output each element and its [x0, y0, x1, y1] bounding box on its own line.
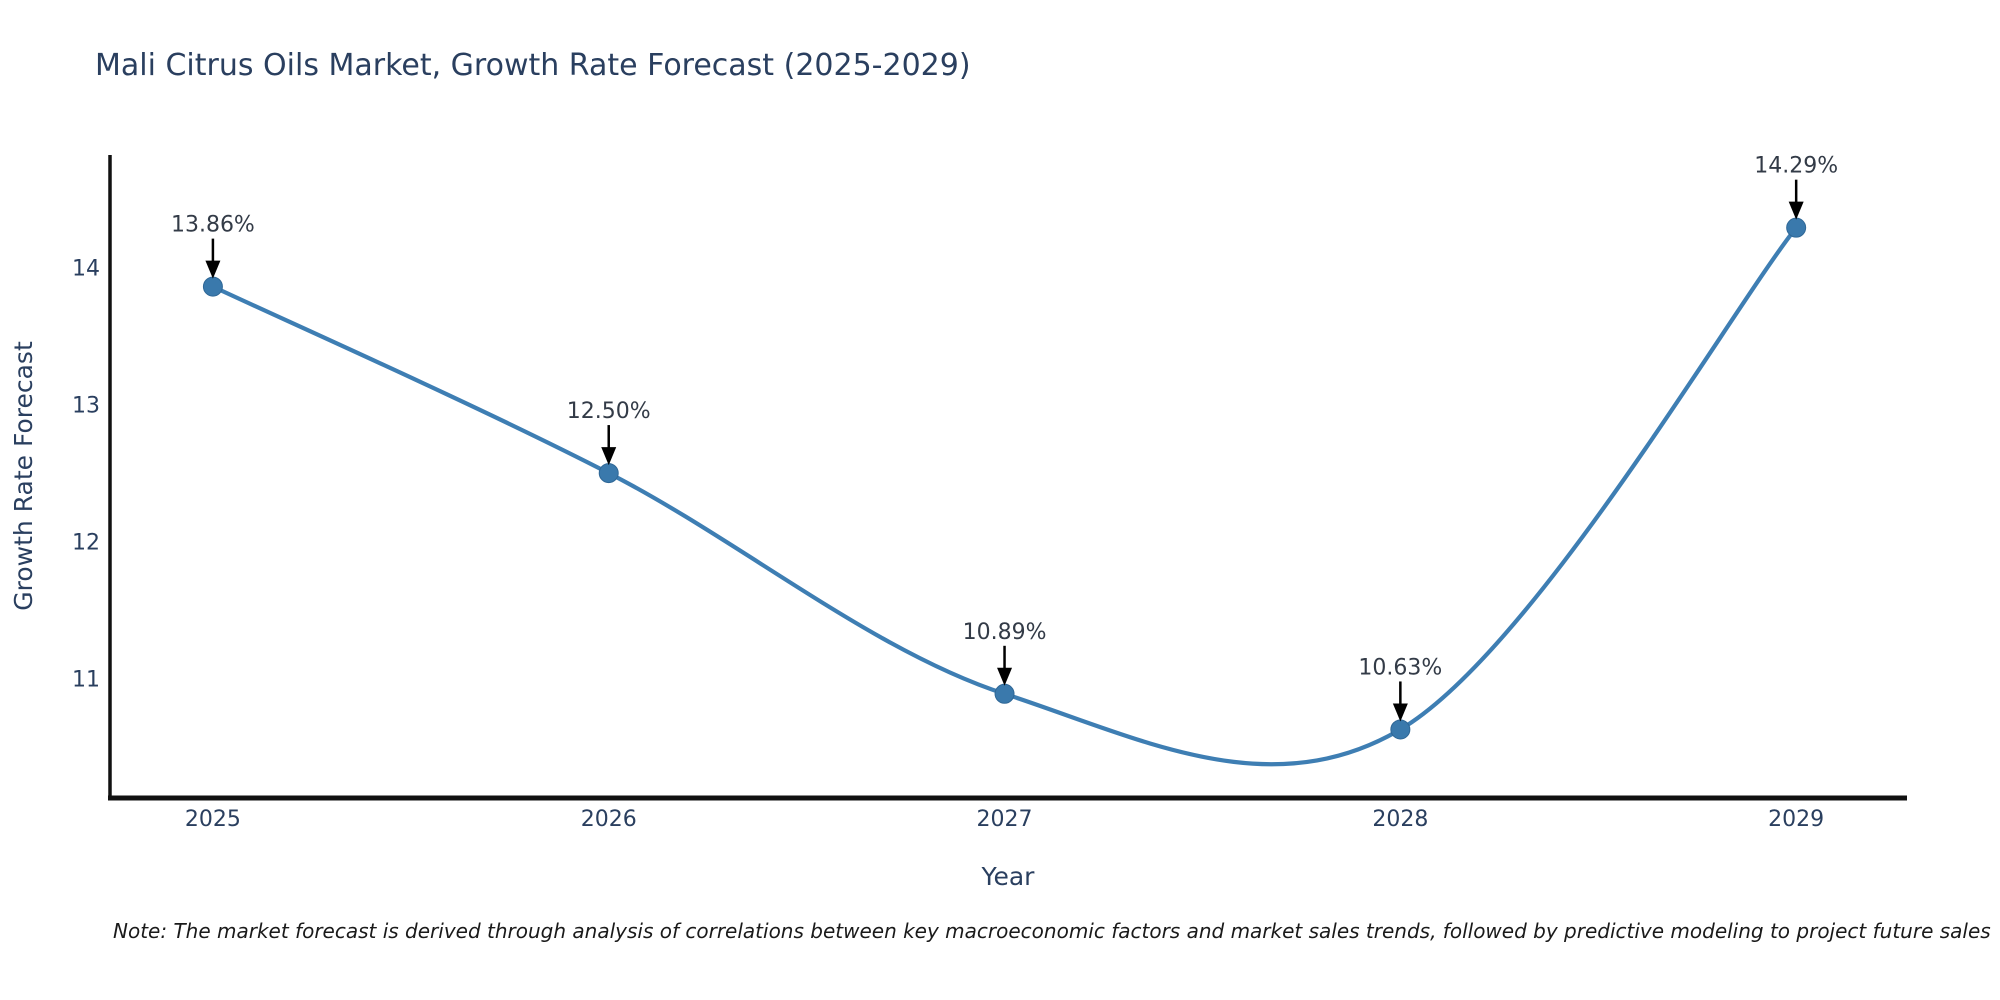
data-point-marker [1786, 217, 1807, 238]
annotation-arrow-head [205, 260, 221, 279]
data-point-marker [1390, 719, 1411, 740]
data-point-label: 10.89% [963, 620, 1047, 645]
annotation-arrow-head [1788, 201, 1804, 220]
footnote: Note: The market forecast is derived thr… [113, 919, 1991, 943]
y-tick-label: 11 [72, 668, 100, 693]
x-axis-ticks: 2025 2026 2027 2028 2029 [185, 807, 1824, 832]
y-axis-title: Growth Rate Forecast [9, 341, 38, 611]
annotation-arrow-head [601, 447, 617, 466]
forecast-line [210, 225, 1799, 767]
y-tick-label: 12 [72, 531, 100, 556]
data-point-marker [598, 463, 619, 484]
x-tick-label: 2028 [1372, 807, 1428, 832]
x-axis-title: Year [981, 862, 1036, 891]
data-point-markers [202, 217, 1807, 740]
data-point-label: 13.86% [171, 213, 255, 238]
annotation-arrow-head [997, 667, 1013, 686]
y-axis-ticks: 11 12 13 14 [72, 256, 100, 692]
data-point-label: 14.29% [1754, 154, 1838, 179]
x-tick-label: 2027 [977, 807, 1033, 832]
series-spline-line [210, 225, 1799, 767]
x-tick-label: 2026 [581, 807, 637, 832]
y-tick-label: 13 [72, 394, 100, 419]
data-point-label: 12.50% [567, 399, 651, 424]
annotation-arrow-head [1392, 703, 1408, 722]
data-point-label: 10.63% [1358, 655, 1442, 680]
x-tick-label: 2025 [185, 807, 241, 832]
y-tick-label: 14 [72, 256, 100, 281]
data-point-marker [994, 683, 1015, 704]
data-point-annotations: 13.86% 12.50% 10.89% 10.63% 14.29% [171, 154, 1838, 722]
chart-title: Mali Citrus Oils Market, Growth Rate For… [95, 48, 971, 83]
x-tick-label: 2029 [1768, 807, 1824, 832]
data-point-marker [202, 276, 223, 297]
